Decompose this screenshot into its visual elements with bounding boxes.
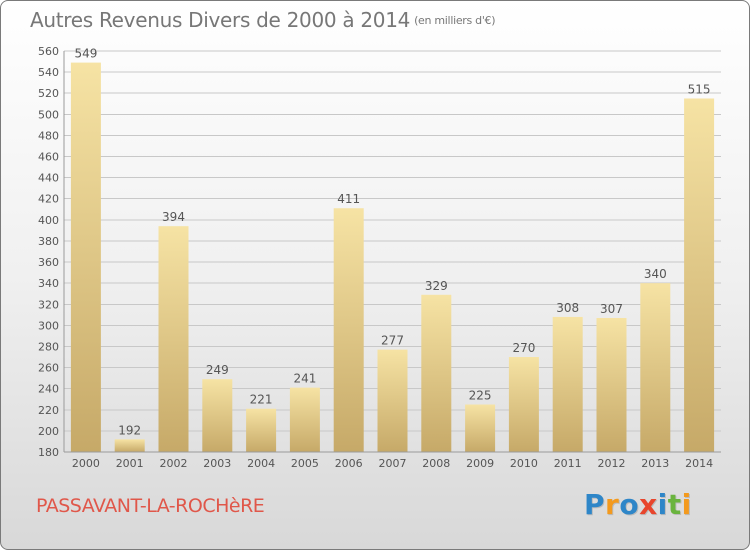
bar xyxy=(114,439,145,452)
bar xyxy=(465,404,496,452)
x-tick-label: 2008 xyxy=(422,457,450,470)
data-label: 308 xyxy=(556,301,579,315)
y-tick-label: 260 xyxy=(38,362,59,375)
bar xyxy=(202,379,233,452)
y-tick-label: 460 xyxy=(38,151,59,164)
x-tick-label: 2003 xyxy=(203,457,231,470)
data-label: 277 xyxy=(381,334,404,348)
y-tick-label: 360 xyxy=(38,256,59,269)
chart-title-text: Autres Revenus Divers de 2000 à 2014 xyxy=(30,8,411,32)
bar xyxy=(640,283,671,452)
bar xyxy=(289,387,320,452)
y-tick-label: 520 xyxy=(38,87,59,100)
x-tick-label: 2009 xyxy=(466,457,494,470)
y-tick-label: 280 xyxy=(38,340,59,353)
y-tick-label: 180 xyxy=(38,446,59,459)
commune-name: PASSAVANT-LA-ROCHèRE xyxy=(36,495,265,517)
proxiti-logo: Proxiti xyxy=(584,488,692,521)
y-tick-label: 240 xyxy=(38,383,59,396)
x-tick-label: 2000 xyxy=(72,457,100,470)
y-tick-label: 400 xyxy=(38,214,59,227)
logo-letter: P xyxy=(584,488,606,521)
data-label: 394 xyxy=(162,210,185,224)
bar xyxy=(158,226,189,452)
x-tick-label: 2013 xyxy=(641,457,669,470)
bar xyxy=(684,98,715,452)
data-label: 221 xyxy=(250,393,273,407)
data-label: 329 xyxy=(425,279,448,293)
y-tick-label: 440 xyxy=(38,172,59,185)
bar xyxy=(70,62,101,452)
bar xyxy=(596,317,627,452)
data-label: 340 xyxy=(644,267,667,281)
bar xyxy=(552,316,583,452)
bar xyxy=(377,349,408,452)
x-tick-label: 2001 xyxy=(116,457,144,470)
logo-letter: i xyxy=(681,488,692,521)
data-label: 225 xyxy=(469,389,492,403)
y-tick-label: 500 xyxy=(38,108,59,121)
logo-letter: o xyxy=(619,488,640,521)
data-label: 515 xyxy=(688,82,711,96)
x-tick-label: 2007 xyxy=(379,457,407,470)
data-label: 249 xyxy=(206,363,229,377)
x-tick-label: 2012 xyxy=(598,457,626,470)
y-tick-label: 480 xyxy=(38,129,59,142)
bar xyxy=(421,294,452,452)
x-tick-label: 2010 xyxy=(510,457,538,470)
x-tick-label: 2002 xyxy=(160,457,188,470)
logo-letter: r xyxy=(605,488,620,521)
data-label: 411 xyxy=(337,192,360,206)
logo-letter: x xyxy=(639,488,658,521)
x-tick-label: 2004 xyxy=(247,457,275,470)
chart-title: Autres Revenus Divers de 2000 à 2014 (en … xyxy=(30,8,496,32)
y-tick-label: 220 xyxy=(38,404,59,417)
y-tick-label: 380 xyxy=(38,235,59,248)
logo-letter: i xyxy=(657,488,668,521)
x-tick-label: 2011 xyxy=(554,457,582,470)
data-label: 192 xyxy=(118,423,141,437)
y-tick-label: 540 xyxy=(38,66,59,79)
y-tick-label: 300 xyxy=(38,319,59,332)
data-label: 270 xyxy=(512,341,535,355)
bar xyxy=(508,357,539,452)
y-tick-label: 200 xyxy=(38,425,59,438)
bar xyxy=(333,208,364,452)
chart-title-unit: (en milliers d'€) xyxy=(414,14,496,27)
logo-letter: t xyxy=(667,488,682,521)
data-label: 241 xyxy=(293,372,316,386)
x-tick-label: 2014 xyxy=(685,457,713,470)
y-tick-label: 420 xyxy=(38,193,59,206)
data-label: 307 xyxy=(600,302,623,316)
data-label: 549 xyxy=(74,47,97,61)
x-tick-label: 2005 xyxy=(291,457,319,470)
y-tick-label: 340 xyxy=(38,277,59,290)
y-tick-label: 320 xyxy=(38,298,59,311)
x-tick-label: 2006 xyxy=(335,457,363,470)
y-tick-label: 560 xyxy=(38,45,59,58)
bar xyxy=(246,408,277,452)
